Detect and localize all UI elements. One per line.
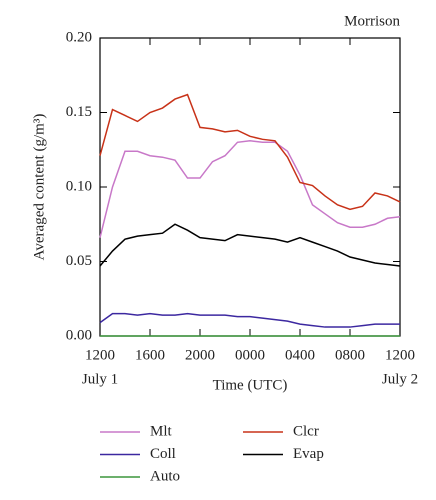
y-tick-label: 0.05 bbox=[66, 253, 92, 269]
y-tick-label: 0.15 bbox=[66, 104, 92, 120]
x-tick-label: 1200 bbox=[385, 347, 415, 363]
plot-frame bbox=[99, 37, 401, 337]
x-tick-label: 0800 bbox=[335, 347, 365, 363]
legend-label: Mlt bbox=[150, 423, 173, 439]
date-label: July 1 bbox=[82, 371, 118, 387]
x-tick-label: 1600 bbox=[135, 347, 165, 363]
x-tick-label: 0000 bbox=[235, 347, 265, 363]
y-tick-label: 0.20 bbox=[66, 29, 92, 45]
y-tick-label: 0.10 bbox=[66, 178, 92, 194]
y-axis-label: Averaged content (g/m³) bbox=[31, 114, 47, 261]
legend-label: Auto bbox=[150, 468, 180, 484]
x-tick-label: 0400 bbox=[285, 347, 315, 363]
x-tick-label: 2000 bbox=[185, 347, 215, 363]
chart-title: Morrison bbox=[344, 13, 400, 29]
legend-label: Coll bbox=[150, 446, 176, 462]
y-tick-label: 0.00 bbox=[66, 327, 92, 343]
series-line bbox=[99, 223, 401, 267]
x-tick-label: 1200 bbox=[85, 347, 115, 363]
series-line bbox=[99, 93, 401, 211]
x-axis-label: Time (UTC) bbox=[213, 377, 288, 393]
legend-label: Clcr bbox=[293, 423, 319, 439]
series-line bbox=[99, 312, 400, 328]
legend-label: Evap bbox=[293, 446, 324, 462]
series-line bbox=[99, 140, 401, 238]
date-label: July 2 bbox=[382, 371, 418, 387]
